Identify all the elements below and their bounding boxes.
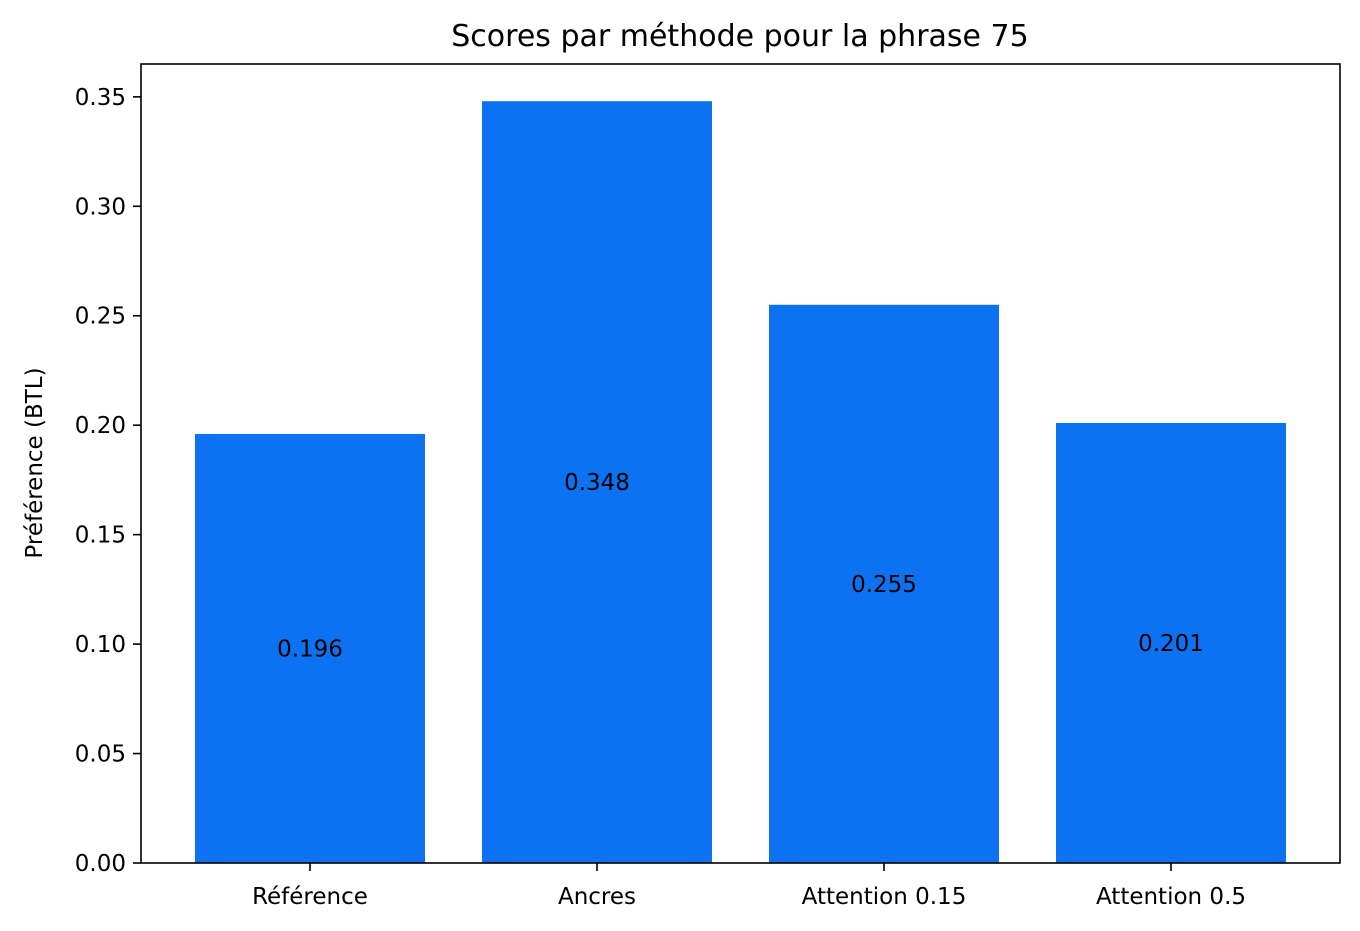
y-tick-label: 0.30 <box>75 194 126 220</box>
bar <box>1056 423 1286 863</box>
y-axis: 0.00 0.05 0.10 0.15 0.20 0.25 0.30 0.35 <box>75 85 141 877</box>
bar <box>482 101 712 864</box>
x-tick-label: Référence <box>252 884 368 910</box>
chart-title: Scores par méthode pour la phrase 75 <box>451 19 1028 54</box>
bar-value-label: 0.196 <box>277 636 343 662</box>
y-tick-label: 0.25 <box>75 304 126 330</box>
bar-value-label: 0.348 <box>564 470 630 496</box>
y-tick-label: 0.15 <box>75 523 126 549</box>
plot-frame <box>140 63 1341 864</box>
bar-value-label: 0.255 <box>851 572 917 598</box>
bar <box>195 433 425 863</box>
y-tick-label: 0.35 <box>75 85 126 111</box>
x-tick-label: Attention 0.5 <box>1096 884 1246 910</box>
bar <box>769 304 999 863</box>
x-tick-label: Attention 0.15 <box>802 884 967 910</box>
bar-value-label: 0.201 <box>1138 631 1204 657</box>
x-axis: Référence Ancres Attention 0.15 Attention 0… <box>252 863 1246 910</box>
y-tick-label: 0.05 <box>75 742 126 768</box>
y-tick-label: 0.20 <box>75 413 126 439</box>
y-axis-label: Préférence (BTL) <box>22 367 48 558</box>
data-labels-group: 0.196 0.348 0.255 0.201 <box>277 470 1204 662</box>
y-tick-label: 0.00 <box>75 851 126 877</box>
bars-group <box>195 101 1286 864</box>
y-tick-label: 0.10 <box>75 632 126 658</box>
x-tick-label: Ancres <box>558 884 636 910</box>
